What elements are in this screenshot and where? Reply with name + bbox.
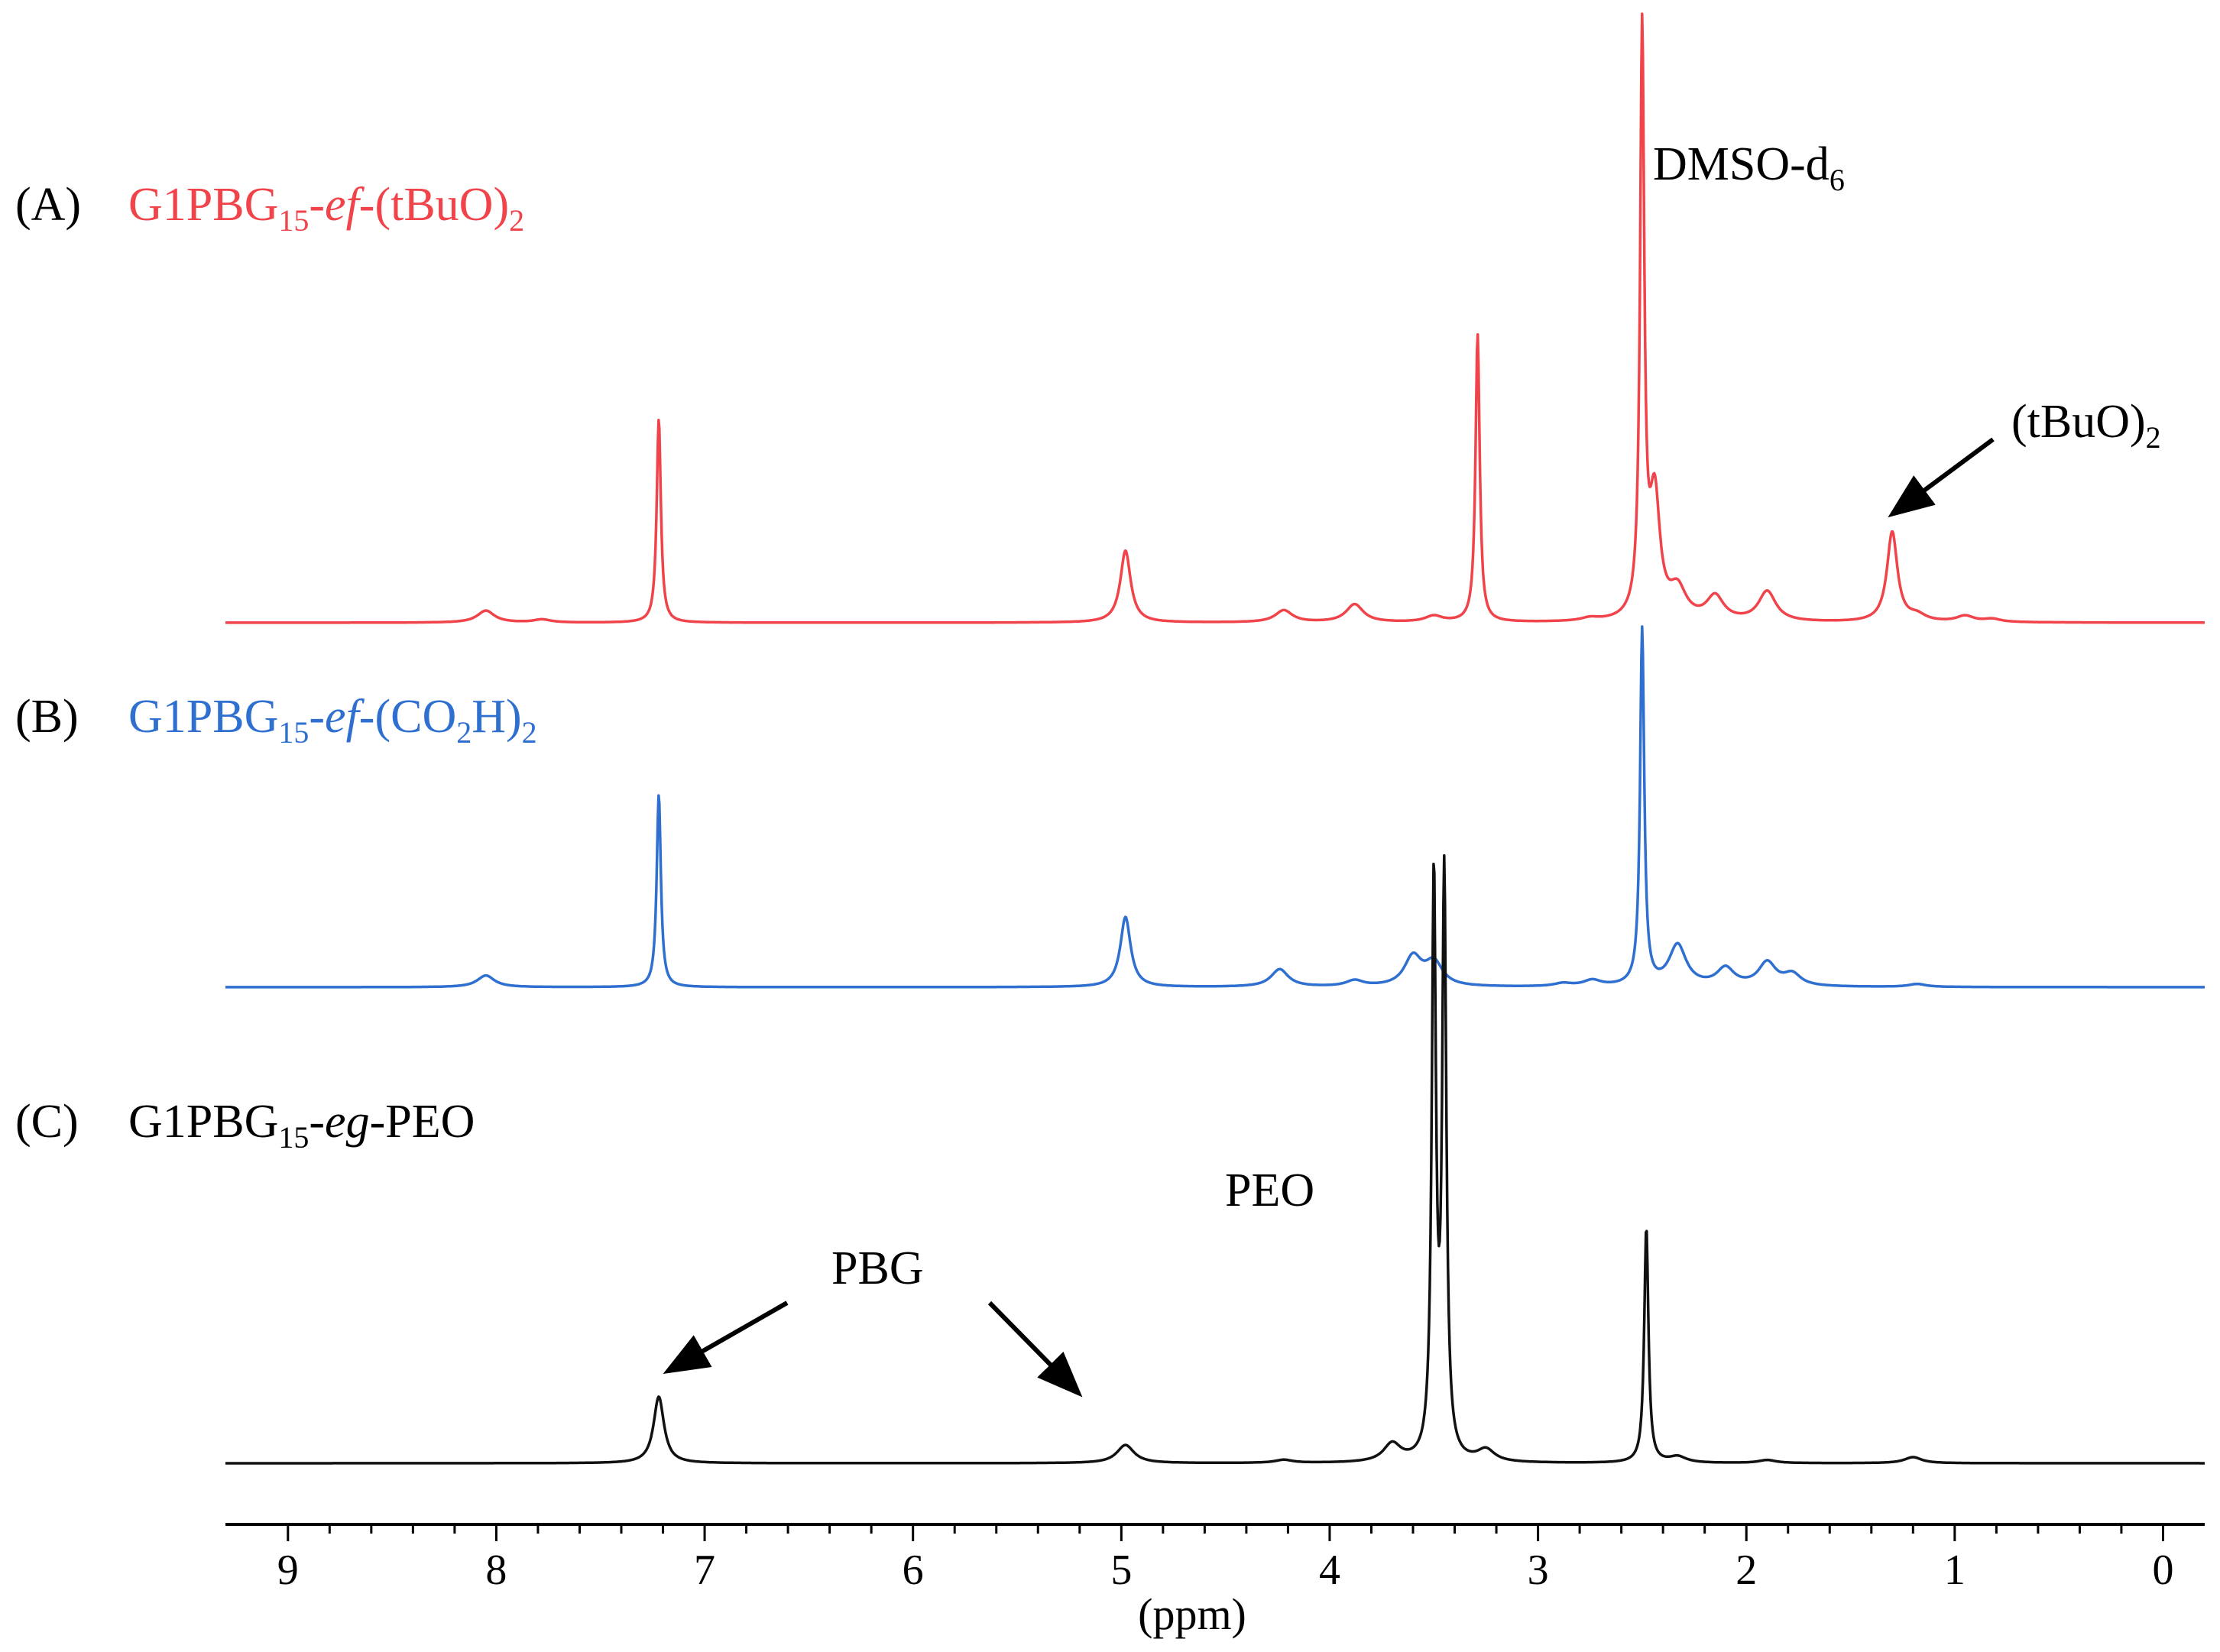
x-tick-label: 7 [694,1547,715,1594]
arrow-pbg-right [987,1301,1083,1398]
series-label-a: G1PBG15-ef-(tBuO)2 [128,179,524,238]
panel-label-b: (B) [15,691,79,743]
x-tick-label: 6 [903,1547,924,1594]
spectrum-line-c [225,854,2205,1465]
x-tick-label: 2 [1735,1547,1757,1594]
panel-label-c: (C) [15,1096,79,1148]
x-axis-title: (ppm) [1138,1589,1246,1639]
spectrum-line-a [225,12,2205,624]
series-label-c: G1PBG15-eg-PEO [128,1096,475,1155]
arrow-tbuo [1888,437,1995,518]
x-tick-label: 4 [1319,1547,1340,1594]
annotation-dmso: DMSO-d6 [1653,138,1845,197]
panel-label-a: (A) [15,179,81,231]
x-tick-label: 5 [1110,1547,1132,1594]
spectrum-line-b [225,625,2205,989]
series-label-b: G1PBG15-ef-(CO2H)2 [128,691,537,750]
spectra-traces [225,12,2205,1465]
x-tick-label: 3 [1528,1547,1549,1594]
x-tick-label: 9 [277,1547,299,1594]
x-tick-label: 0 [2152,1547,2173,1594]
annotation-pbg: PBG [831,1242,924,1294]
arrow-pbg-left [663,1301,789,1374]
annotation-tbuo: (tBuO)2 [2011,396,2161,455]
x-tick-label: 8 [485,1547,507,1594]
x-axis: 9 8 7 6 5 4 3 2 1 0 [225,1523,2205,1594]
x-tick-label: 1 [1944,1547,1966,1594]
annotation-peo: PEO [1225,1164,1314,1216]
